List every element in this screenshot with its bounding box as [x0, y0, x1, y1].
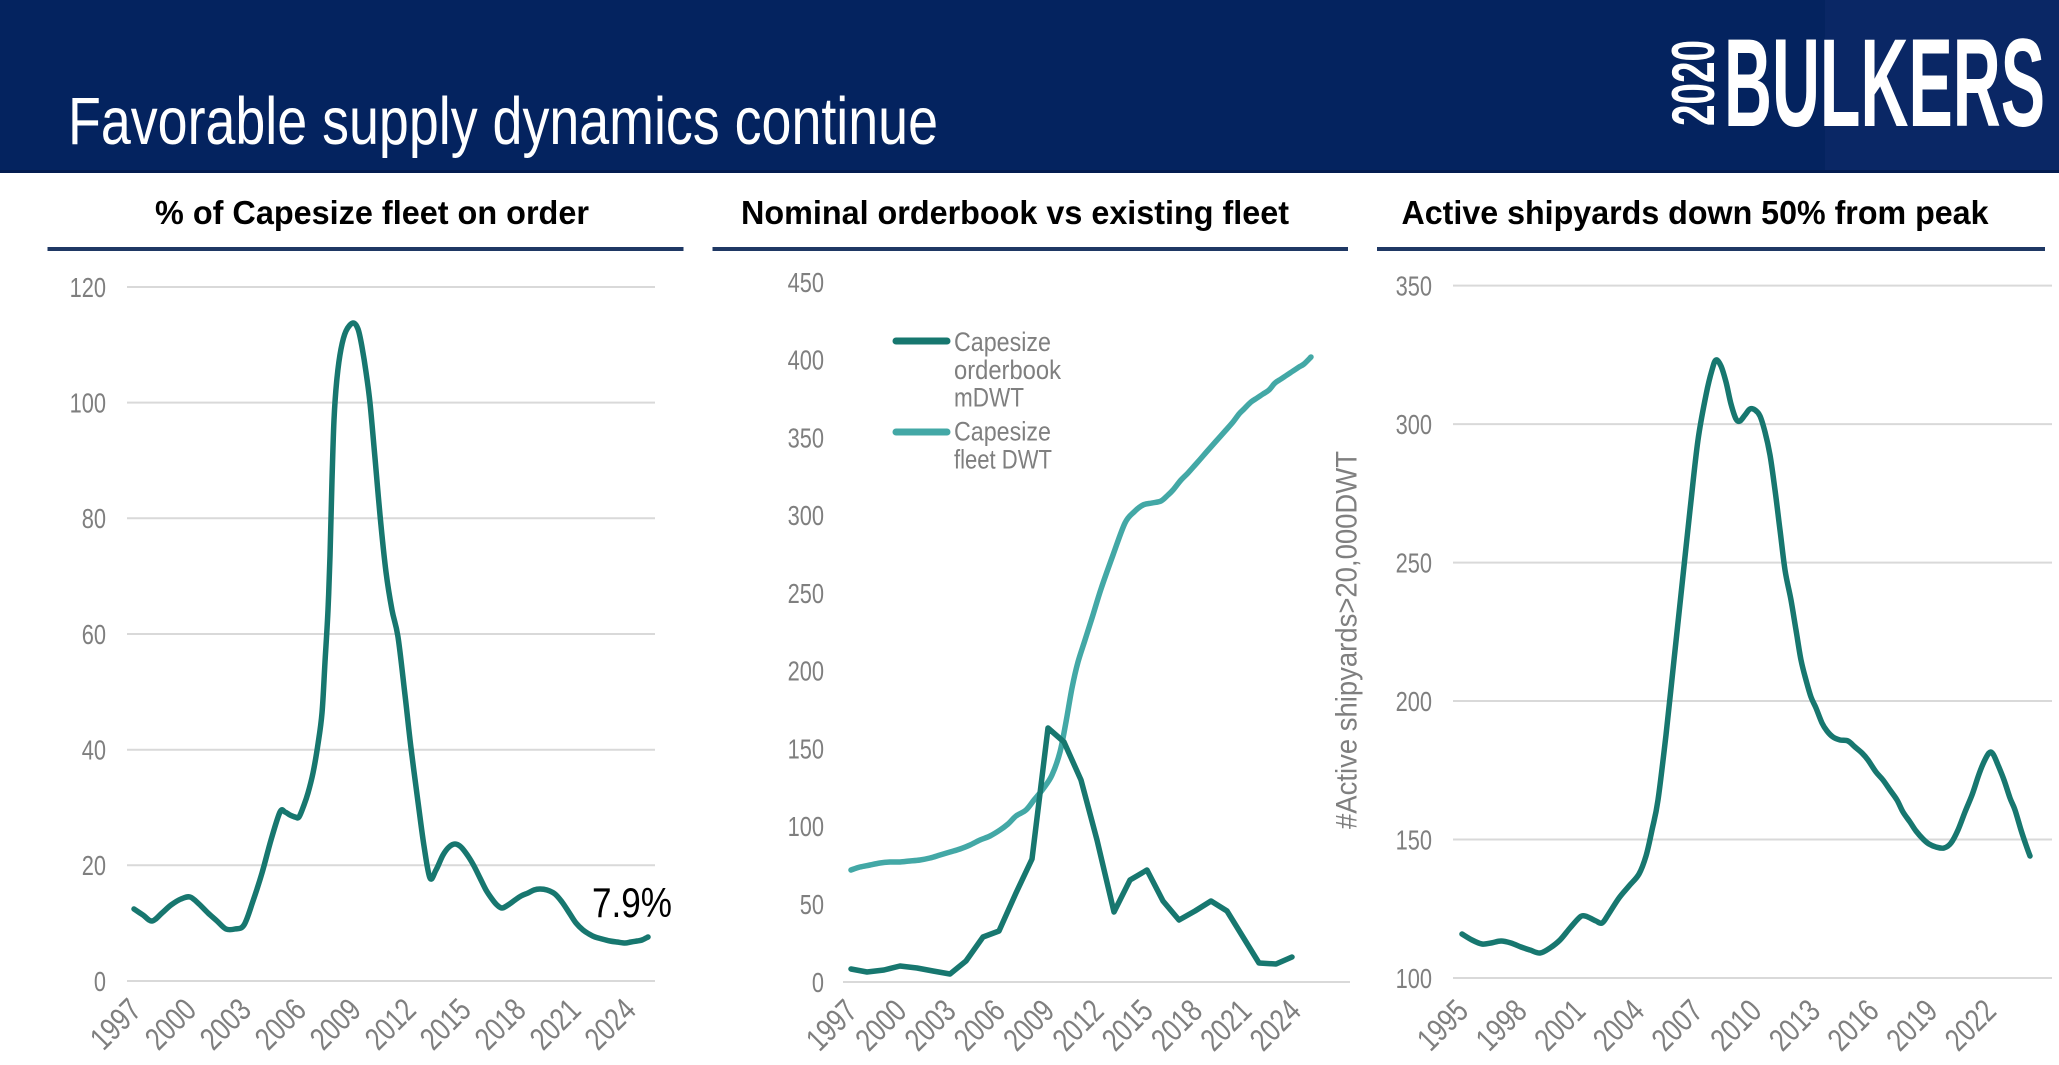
svg-text:BULKERS: BULKERS [1724, 14, 2045, 153]
svg-text:200: 200 [788, 656, 824, 687]
svg-text:Nominal orderbook vs existing: Nominal orderbook vs existing fleet [741, 194, 1289, 231]
svg-text:80: 80 [82, 503, 106, 534]
svg-text:120: 120 [70, 272, 106, 303]
svg-text:60: 60 [82, 619, 106, 650]
svg-text:350: 350 [1396, 270, 1432, 301]
svg-text:100: 100 [788, 811, 824, 842]
svg-text:40: 40 [82, 735, 106, 766]
svg-text:250: 250 [788, 578, 824, 609]
svg-text:150: 150 [1396, 824, 1432, 855]
svg-text:20: 20 [82, 850, 106, 881]
svg-text:200: 200 [1396, 686, 1432, 717]
svg-text:0: 0 [94, 966, 106, 997]
svg-text:400: 400 [788, 345, 824, 376]
svg-text:0: 0 [812, 967, 824, 998]
svg-text:2020: 2020 [1660, 40, 1727, 126]
svg-text:orderbook: orderbook [954, 355, 1061, 385]
svg-text:100: 100 [1396, 963, 1432, 994]
svg-text:Capesize: Capesize [954, 327, 1051, 357]
svg-text:7.9%: 7.9% [592, 879, 672, 926]
svg-text:mDWT: mDWT [954, 383, 1024, 413]
svg-text:Favorable supply dynamics cont: Favorable supply dynamics continue [68, 84, 938, 159]
svg-text:350: 350 [788, 422, 824, 453]
svg-text:300: 300 [1396, 409, 1432, 440]
svg-text:250: 250 [1396, 547, 1432, 578]
svg-text:300: 300 [788, 500, 824, 531]
svg-text:150: 150 [788, 734, 824, 765]
svg-text:% of Capesize fleet on order: % of Capesize fleet on order [155, 194, 589, 231]
svg-text:450: 450 [788, 267, 824, 298]
svg-text:Capesize: Capesize [954, 417, 1051, 447]
svg-text:fleet DWT: fleet DWT [954, 445, 1052, 475]
svg-text:50: 50 [800, 889, 824, 920]
svg-text:100: 100 [70, 387, 106, 418]
svg-text:#Active shipyards>20,000DWT: #Active shipyards>20,000DWT [1331, 451, 1364, 829]
svg-text:Active shipyards down 50% from: Active shipyards down 50% from peak [1402, 194, 1990, 231]
